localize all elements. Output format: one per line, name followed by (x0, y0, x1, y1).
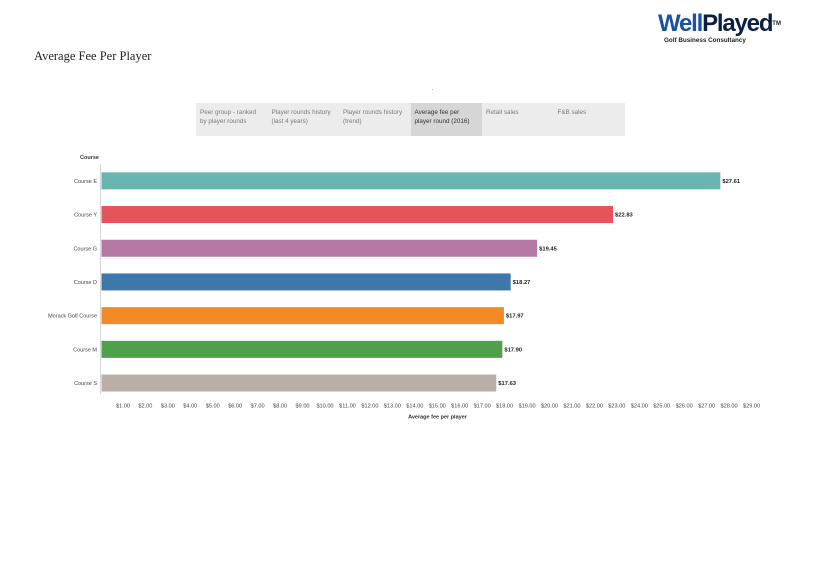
x-tick-label: $25.00 (653, 404, 670, 410)
tab-player-rounds-history[interactable]: Player rounds history (last 4 years) (271, 109, 331, 125)
bar[interactable] (101, 307, 504, 325)
tab-player-rounds-trend[interactable]: Player rounds history (trend) (343, 109, 403, 125)
x-tick-label: $27.00 (698, 404, 715, 410)
bar[interactable] (101, 273, 511, 291)
x-tick-label: $6.00 (228, 404, 242, 410)
x-tick-label: $15.00 (429, 404, 446, 410)
x-tick-label: $26.00 (676, 404, 693, 410)
x-tick-label: $12.00 (361, 404, 378, 410)
category-label: Course G (73, 246, 97, 252)
x-axis-title: Average fee per player (408, 415, 468, 421)
x-tick-label: $17.00 (474, 404, 491, 410)
category-label: Course Y (74, 213, 97, 219)
x-tick-label: $2.00 (138, 404, 152, 410)
x-tick-label: $10.00 (316, 404, 333, 410)
logo-brand-dark: Played (702, 10, 773, 37)
x-tick-label: $28.00 (721, 404, 738, 410)
x-tick-label: $20.00 (541, 404, 558, 410)
category-label: Course S (74, 381, 97, 387)
bar[interactable] (101, 206, 614, 224)
category-label: Course E (74, 179, 97, 185)
x-tick-label: $22.00 (586, 404, 603, 410)
x-tick-label: $3.00 (161, 404, 175, 410)
dashboard-tab-bar: Peer group - ranked by player rounds Pla… (196, 103, 625, 136)
x-axis-ticks: $1.00 $2.00 $3.00 $4.00 $5.00 $6.00 $7.00 $8.00… (116, 404, 760, 410)
page-title: Average Fee Per Player (34, 49, 152, 63)
x-tick-label: $5.00 (206, 404, 220, 410)
value-label: $17.63 (498, 381, 517, 387)
tab-average-fee-per-player[interactable]: Average fee per player round (2016) (410, 103, 482, 136)
x-tick-label: $7.00 (251, 404, 265, 410)
value-label: $19.45 (539, 246, 558, 252)
category-label: Course M (73, 347, 97, 353)
logo-trademark: TM (772, 21, 781, 27)
x-tick-label: $18.00 (496, 404, 513, 410)
tab-retail-sales[interactable]: Retail sales (486, 109, 519, 116)
x-tick-label: $24.00 (631, 404, 648, 410)
company-logo: WellPlayedTM Golf Business Consultancy (658, 12, 798, 48)
value-label: $27.61 (722, 179, 741, 185)
stray-dot (432, 89, 433, 90)
value-label: $18.27 (513, 280, 531, 286)
logo-brand-light: Well (658, 10, 703, 37)
x-tick-label: $11.00 (339, 404, 356, 410)
bar[interactable] (101, 340, 503, 358)
x-tick-label: $4.00 (183, 404, 197, 410)
bar[interactable] (101, 172, 721, 190)
logo-wordmark: WellPlayedTM (658, 12, 798, 36)
x-tick-label: $8.00 (273, 404, 287, 410)
x-tick-label: $19.00 (518, 404, 535, 410)
bars-layer: Course E $27.61 Course Y $22.83 Course G $19.… (48, 172, 741, 392)
bar[interactable] (101, 239, 538, 257)
x-tick-label: $21.00 (563, 404, 580, 410)
tab-peer-group[interactable]: Peer group - ranked by player rounds (200, 109, 257, 125)
x-tick-label: $9.00 (296, 404, 310, 410)
category-label: Course D (74, 280, 97, 286)
x-tick-label: $13.00 (384, 404, 401, 410)
value-label: $17.90 (504, 347, 522, 353)
x-tick-label: $29.00 (743, 404, 760, 410)
value-label: $17.97 (506, 314, 524, 320)
x-tick-label: $14.00 (406, 404, 423, 410)
x-tick-label: $1.00 (116, 404, 130, 410)
tab-fb-sales[interactable]: F&B sales (557, 109, 587, 116)
logo-tagline: Golf Business Consultancy (664, 37, 746, 44)
value-label: $22.83 (615, 213, 634, 219)
x-tick-label: $23.00 (608, 404, 625, 410)
bar[interactable] (101, 374, 497, 392)
category-label: Morack Golf Course (48, 314, 97, 320)
row-header: Course (80, 155, 99, 161)
x-tick-label: $16.00 (451, 404, 468, 410)
